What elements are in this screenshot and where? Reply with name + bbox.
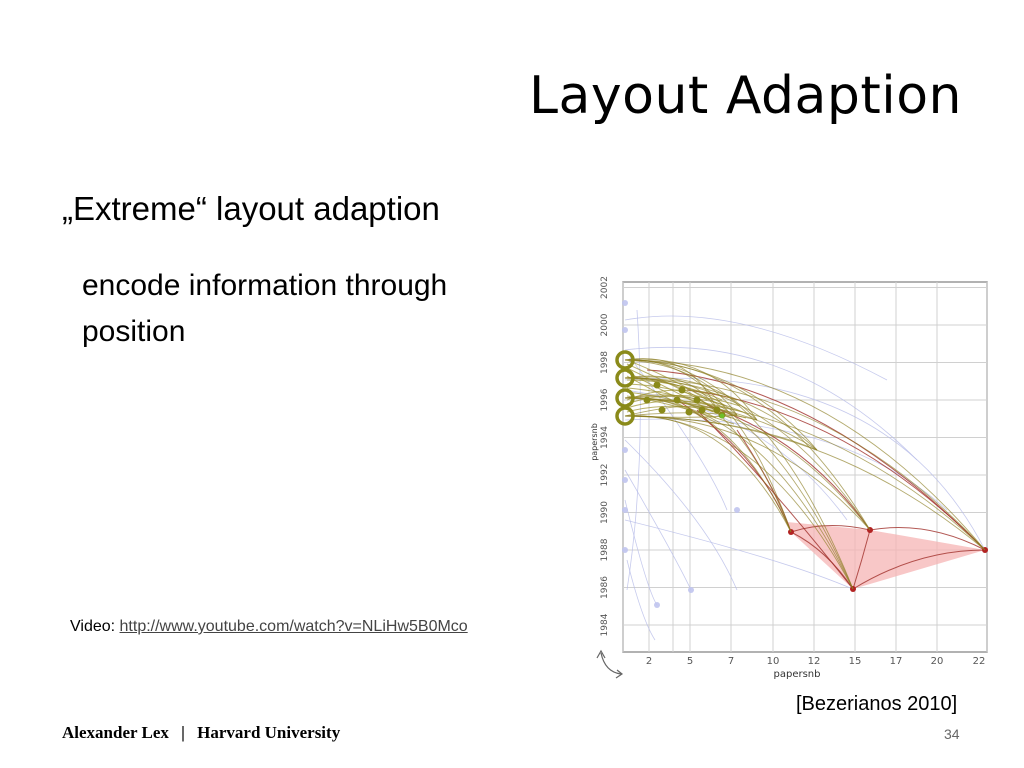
olive-node-large xyxy=(615,368,635,388)
olive-edge xyxy=(624,358,758,421)
blue-node xyxy=(622,547,628,553)
blue-edge xyxy=(624,469,692,591)
y-tick-label: 1996 xyxy=(600,388,610,411)
olive-edge xyxy=(626,383,726,407)
x-tick-label: 20 xyxy=(931,656,944,667)
olive-edge xyxy=(624,377,818,451)
olive-edge xyxy=(626,405,747,419)
olive-node xyxy=(678,386,686,394)
footer-institution: Harvard University xyxy=(197,723,341,742)
olive-node-large xyxy=(615,388,635,408)
olive-edge xyxy=(624,414,738,418)
y-tick-label: 1992 xyxy=(600,464,610,487)
olive-node xyxy=(713,406,721,414)
x-axis-label: papersnb xyxy=(774,669,821,680)
green-node xyxy=(719,413,725,419)
y-tick-label: 2000 xyxy=(600,313,610,336)
x-tick-label: 5 xyxy=(687,656,693,667)
olive-edge xyxy=(624,377,986,551)
olive-edge xyxy=(626,395,735,425)
olive-node-large xyxy=(615,350,635,370)
olive-node xyxy=(658,406,666,414)
blue-node xyxy=(688,587,694,593)
olive-edge xyxy=(626,400,744,413)
plot-grid xyxy=(622,281,988,653)
olive-node xyxy=(698,406,706,414)
blue-node xyxy=(622,447,628,453)
olive-edge xyxy=(626,367,714,413)
blue-node xyxy=(622,477,628,483)
red-edge xyxy=(852,529,871,590)
graph-plot: 1984 1986 1988 1990 1992 1994 1996 1998 2000 2002… xyxy=(590,276,988,680)
blue-edge xyxy=(624,347,918,461)
footer: Alexander Lex | Harvard University xyxy=(62,723,340,743)
bullet-main: „Extreme“ layout adaption xyxy=(62,190,440,227)
y-tick-label: 1990 xyxy=(600,501,610,524)
y-tick-label: 1998 xyxy=(600,351,610,374)
red-edge xyxy=(869,527,986,551)
olive-edge xyxy=(624,395,758,421)
x-tick-label: 17 xyxy=(890,656,903,667)
plot-frame xyxy=(622,281,988,653)
olive-edge xyxy=(624,359,738,416)
pan-arrow-icon xyxy=(596,649,624,679)
olive-edge xyxy=(624,359,986,551)
olive-node-large xyxy=(615,406,635,426)
olive-node xyxy=(673,396,681,404)
olive-edge xyxy=(624,415,854,590)
axis-ticks: 1984 1986 1988 1990 1992 1994 1996 1998 2000 2002… xyxy=(600,276,985,667)
blue-node xyxy=(622,507,628,513)
page-number: 34 xyxy=(944,726,960,742)
red-edge xyxy=(852,549,986,590)
y-tick-label: 1994 xyxy=(600,426,610,449)
olive-node xyxy=(693,396,701,404)
slide-title: Layout Adaption xyxy=(529,66,962,126)
y-tick-label: 1984 xyxy=(600,613,610,636)
olive-edge xyxy=(626,379,723,401)
red-edge xyxy=(790,525,871,533)
olive-edge xyxy=(624,397,818,451)
olive-edge xyxy=(626,371,717,419)
blue-edge xyxy=(624,499,658,606)
red-hull xyxy=(787,522,985,589)
olive-edge xyxy=(624,397,738,416)
olive-edge xyxy=(626,359,708,401)
video-reference: Video: http://www.youtube.com/watch?v=NL… xyxy=(70,618,468,636)
blue-node xyxy=(734,507,740,513)
olive-edge xyxy=(626,363,711,407)
x-tick-label: 12 xyxy=(808,656,821,667)
x-tick-label: 15 xyxy=(849,656,862,667)
olive-node xyxy=(653,381,661,389)
video-label: Video: xyxy=(70,618,116,635)
x-tick-label: 10 xyxy=(767,656,780,667)
bullet-sub: encode information through position xyxy=(82,269,448,348)
x-tick-label: 2 xyxy=(646,656,652,667)
video-link[interactable]: http://www.youtube.com/watch?v=NLiHw5B0M… xyxy=(119,618,468,635)
y-axis-label: papersnb xyxy=(590,423,599,461)
footer-separator: | xyxy=(181,723,185,742)
olive-node xyxy=(685,408,693,416)
y-tick-label: 1988 xyxy=(600,538,610,561)
blue-node xyxy=(622,300,628,306)
blue-edge xyxy=(624,439,738,591)
olive-edges xyxy=(615,350,986,590)
x-tick-label: 7 xyxy=(728,656,734,667)
olive-node xyxy=(643,396,651,404)
graph-figure: 1984 1986 1988 1990 1992 1994 1996 1998 2000 2002… xyxy=(587,260,997,689)
blue-edge xyxy=(624,519,856,591)
blue-node xyxy=(654,602,660,608)
footer-author: Alexander Lex xyxy=(62,723,169,742)
y-tick-label: 2002 xyxy=(600,276,610,299)
olive-edge xyxy=(626,394,741,407)
blue-edge xyxy=(624,377,986,551)
blue-edge xyxy=(626,309,641,591)
red-edge xyxy=(790,531,854,590)
citation: [Bezerianos 2010] xyxy=(796,693,958,715)
blue-edge xyxy=(624,315,888,381)
x-tick-label: 22 xyxy=(973,656,986,667)
y-tick-label: 1986 xyxy=(600,576,610,599)
blue-node xyxy=(622,327,628,333)
